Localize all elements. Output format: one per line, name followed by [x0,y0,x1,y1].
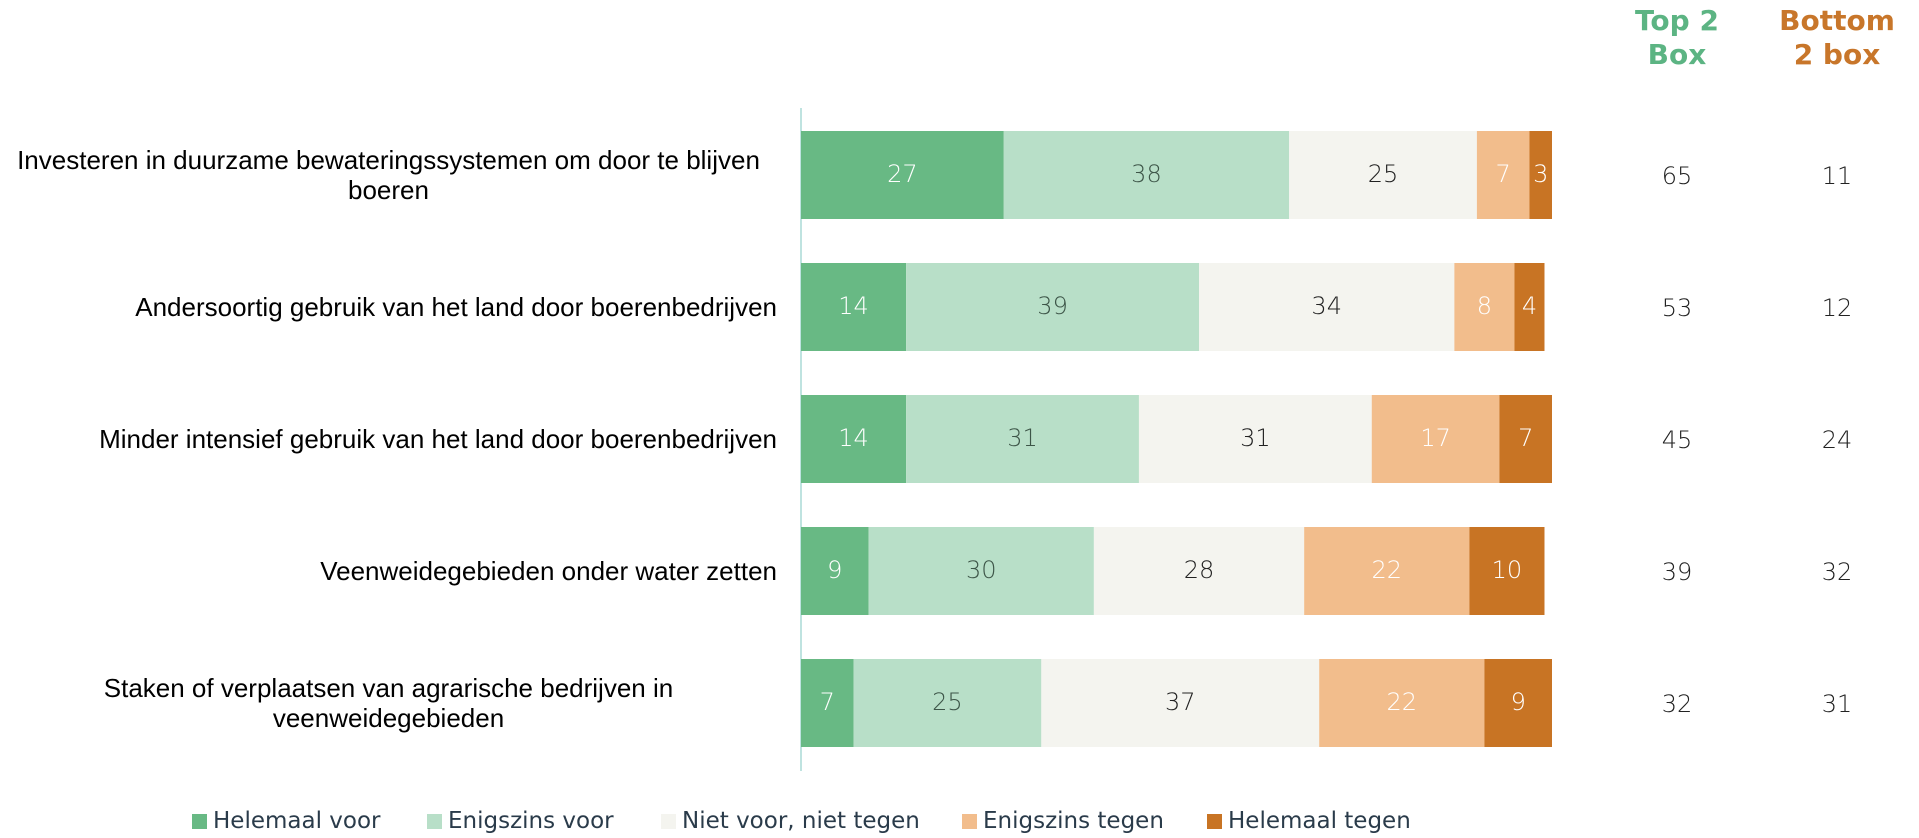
data-label: 7 [820,688,835,716]
data-label: 14 [838,424,869,452]
data-label: 4 [1522,292,1537,320]
bar-segment [801,527,869,615]
legend-swatch [427,813,442,829]
category-label-box: Andersoortig gebruik van het land door b… [0,263,777,351]
bar-segment [1319,659,1485,747]
bar-segment [801,131,1004,219]
bar-segment [1304,527,1470,615]
category-label: Investeren in duurzame bewateringssystem… [17,145,760,205]
data-label: 22 [1387,688,1418,716]
bar-segment [801,659,854,747]
legend-item: Niet voor, niet tegen [661,808,920,834]
bar-segment [1093,527,1305,615]
category-label: Minder intensief gebruik van het land do… [99,424,777,454]
data-label: 10 [1492,556,1523,584]
bar-segment [1041,659,1320,747]
data-label: 25 [1368,160,1399,188]
legend-item: Enigszins voor [427,808,614,834]
data-label: 28 [1184,556,1215,584]
legend-item: Helemaal tegen [1207,808,1411,834]
summary-header: Bottom 2 box [1779,4,1895,71]
summary-value: 39 [1662,558,1693,586]
data-label: 27 [887,160,918,188]
bar-segment [1499,395,1552,483]
legend-swatch [192,813,207,829]
bar-segment [853,659,1042,747]
summary-value: 11 [1822,162,1853,190]
legend-item: Helemaal voor [192,808,381,834]
category-label-box: Investeren in duurzame bewateringssystem… [0,131,777,219]
bar-segment [1514,263,1545,351]
data-label: 17 [1420,424,1451,452]
legend-swatch [661,813,676,829]
bar-segment [1484,659,1552,747]
data-label: 31 [1007,424,1038,452]
bar-segment [1199,263,1455,351]
bar-segment [1529,131,1552,219]
data-label: 38 [1131,160,1162,188]
bar-segment [801,263,907,351]
legend-swatch [1207,813,1222,829]
bar-segment [1454,263,1515,351]
summary-value: 32 [1662,690,1693,718]
legend-item: Enigszins tegen [962,808,1164,834]
category-label-box: Staken of verplaatsen van agrarische bed… [0,659,777,747]
summary-value: 65 [1662,162,1693,190]
data-label: 9 [1511,688,1526,716]
bar-segment [906,395,1139,483]
bar-segment [1138,395,1372,483]
bar-segment [1469,527,1545,615]
category-label: Staken of verplaatsen van agrarische bed… [103,673,674,733]
bar-segment [906,263,1200,351]
summary-value: 12 [1822,294,1853,322]
category-label: Andersoortig gebruik van het land door b… [135,292,777,322]
legend-label: Niet voor, niet tegen [682,808,920,834]
category-label-box: Veenweidegebieden onder water zetten [0,527,777,615]
summary-value: 31 [1822,690,1853,718]
data-label: 37 [1165,688,1196,716]
legend-swatch [962,813,977,829]
data-label: 3 [1533,160,1548,188]
bar-segment [1003,131,1290,219]
summary-value: 45 [1662,426,1693,454]
category-label: Veenweidegebieden onder water zetten [320,556,777,586]
legend-label: Helemaal voor [213,808,381,834]
data-label: 25 [932,688,963,716]
legend-label: Helemaal tegen [1228,808,1411,834]
bar-segment [801,395,907,483]
summary-value: 32 [1822,558,1853,586]
legend-label: Enigszins voor [448,808,614,834]
data-label: 7 [1496,160,1511,188]
data-label: 39 [1037,292,1068,320]
data-label: 30 [966,556,997,584]
bar-segment [868,527,1094,615]
data-label: 9 [827,556,842,584]
data-label: 31 [1240,424,1271,452]
legend-label: Enigszins tegen [983,808,1164,834]
data-label: 14 [838,292,869,320]
bar-segment [1289,131,1477,219]
bar-segment [1476,131,1530,219]
data-label: 8 [1477,292,1492,320]
category-label-box: Minder intensief gebruik van het land do… [0,395,777,483]
bar-segment [1371,395,1500,483]
data-label: 22 [1372,556,1403,584]
summary-value: 53 [1662,294,1693,322]
data-label: 34 [1311,292,1342,320]
data-label: 7 [1518,424,1533,452]
summary-header: Top 2 Box [1635,4,1719,71]
summary-value: 24 [1822,426,1853,454]
